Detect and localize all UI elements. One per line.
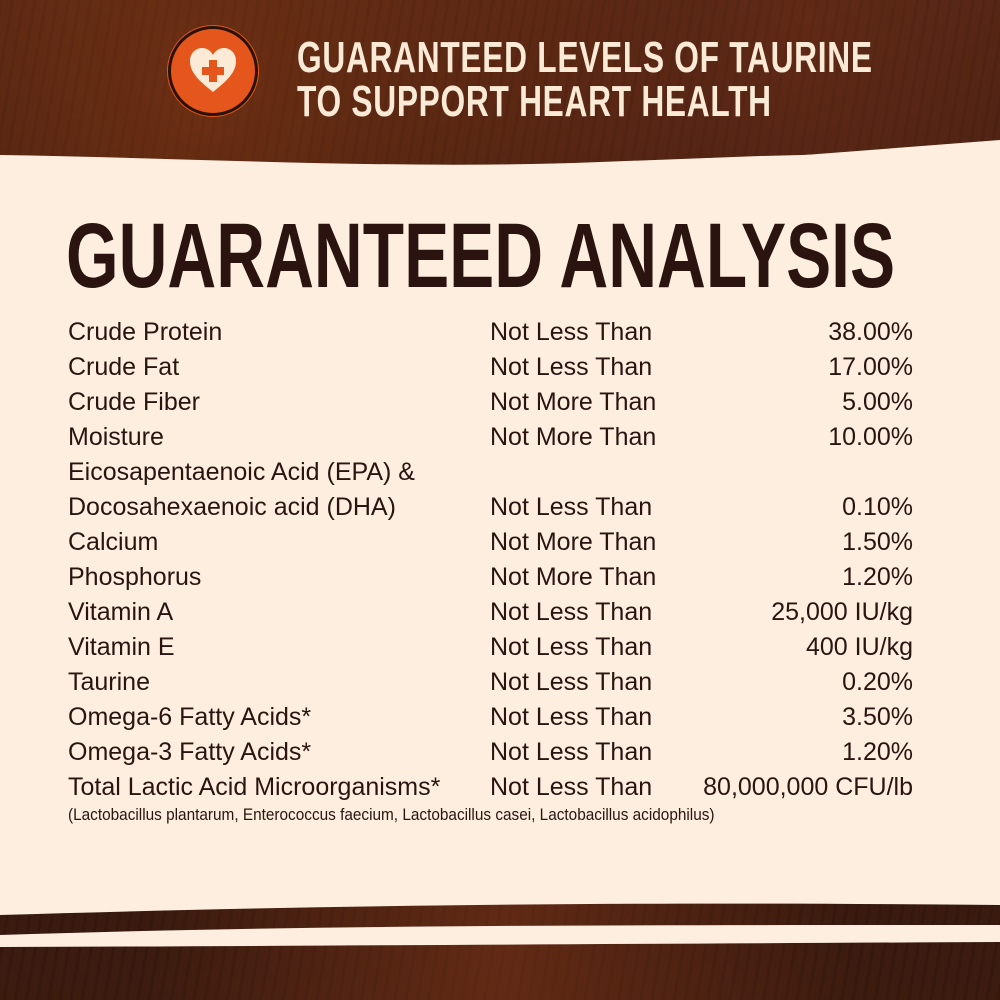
table-row: Docosahexaenoic acid (DHA) Not Less Than 0… (68, 490, 913, 525)
value: 0.10% (842, 493, 913, 521)
nutrient-name: Taurine (68, 668, 150, 696)
table-row: Omega-6 Fatty Acids* Not Less Than 3.50% (68, 700, 913, 735)
value: 17.00% (828, 353, 913, 381)
nutrient-name: Omega-6 Fatty Acids* (68, 703, 312, 731)
nutrient-name: Vitamin A (68, 598, 174, 626)
nutrient-name: Crude Protein (68, 318, 223, 346)
nutrient-name: Crude Fat (68, 353, 180, 381)
value: 3.50% (842, 703, 913, 731)
headline-line-1: GUARANTEED LEVELS OF TAURINE (297, 33, 873, 82)
qualifier: Not Less Than (490, 668, 653, 696)
value: 5.00% (842, 388, 913, 416)
qualifier: Not More Than (490, 528, 657, 556)
nutrient-name: Calcium (68, 528, 159, 556)
footnote: (Lactobacillus plantarum, Enterococcus f… (68, 806, 715, 824)
table-row: Vitamin A Not Less Than 25,000 IU/kg (68, 595, 913, 630)
value: 1.20% (842, 563, 913, 591)
nutrient-name: Crude Fiber (68, 388, 200, 416)
value: 400 IU/kg (805, 633, 913, 661)
table-row: Crude Fat Not Less Than 17.00% (68, 350, 913, 385)
nutrient-name: Vitamin E (68, 633, 175, 661)
qualifier: Not Less Than (490, 633, 653, 661)
nutrient-name: Omega-3 Fatty Acids* (68, 738, 312, 766)
qualifier: Not Less Than (490, 738, 653, 766)
page-title: GUARANTEED ANALYSIS (66, 205, 896, 307)
value: 1.50% (842, 528, 913, 556)
headline-line-2: TO SUPPORT HEART HEALTH (297, 77, 772, 126)
table-row: Crude Fiber Not More Than 5.00% (68, 385, 913, 420)
table-row: Moisture Not More Than 10.00% (68, 420, 913, 455)
qualifier: Not Less Than (490, 493, 653, 521)
value: 80,000,000 CFU/lb (703, 773, 913, 801)
qualifier: Not More Than (490, 388, 657, 416)
table-row: Crude Protein Not Less Than 38.00% (68, 315, 913, 350)
analysis-table: Crude Protein Not Less Than 38.00% Crude Fa… (68, 315, 913, 805)
value: 25,000 IU/kg (771, 598, 913, 626)
qualifier: Not Less Than (490, 703, 653, 731)
taurine-headline: GUARANTEED LEVELS OF TAURINE TO SUPPORT … (297, 36, 873, 124)
value: 38.00% (828, 318, 913, 346)
heart-health-badge (168, 26, 258, 116)
table-row: Eicosapentaenoic Acid (EPA) & (68, 455, 913, 490)
heart-plus-icon (190, 48, 236, 92)
table-row: Omega-3 Fatty Acids* Not Less Than 1.20% (68, 735, 913, 770)
table-row: Taurine Not Less Than 0.20% (68, 665, 913, 700)
qualifier: Not Less Than (490, 353, 653, 381)
qualifier: Not More Than (490, 423, 657, 451)
qualifier: Not Less Than (490, 318, 653, 346)
qualifier: Not Less Than (490, 598, 653, 626)
nutrient-name: Eicosapentaenoic Acid (EPA) & (68, 458, 415, 486)
nutrient-name: Moisture (68, 423, 164, 451)
nutrient-name: Docosahexaenoic acid (DHA) (68, 493, 396, 521)
table-row: Calcium Not More Than 1.50% (68, 525, 913, 560)
nutrient-name: Total Lactic Acid Microorganisms* (68, 773, 441, 801)
value: 10.00% (828, 423, 913, 451)
qualifier: Not More Than (490, 563, 657, 591)
table-row: Phosphorus Not More Than 1.20% (68, 560, 913, 595)
value: 0.20% (842, 668, 913, 696)
value: 1.20% (842, 738, 913, 766)
table-row: Total Lactic Acid Microorganisms* Not Les… (68, 770, 913, 805)
nutrient-name: Phosphorus (68, 563, 202, 591)
qualifier: Not Less Than (490, 773, 653, 801)
table-row: Vitamin E Not Less Than 400 IU/kg (68, 630, 913, 665)
